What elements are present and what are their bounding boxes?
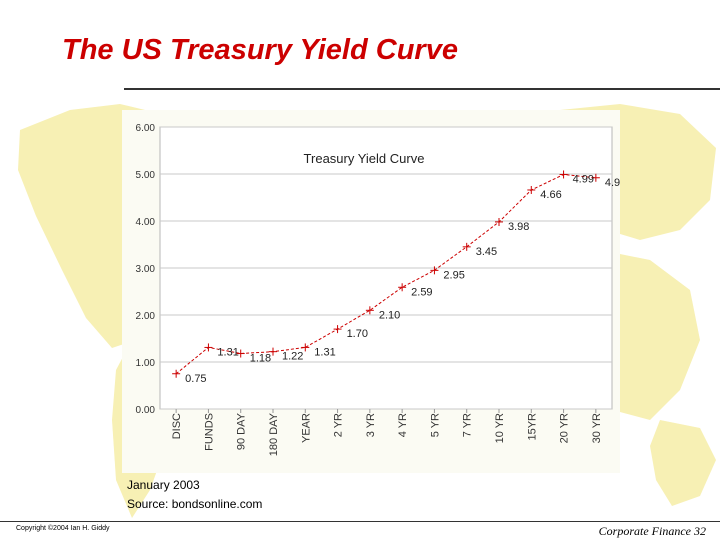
x-tick-label: DISC xyxy=(171,413,183,439)
data-point xyxy=(301,343,310,352)
data-point xyxy=(398,283,407,292)
data-label: 1.18 xyxy=(250,353,271,365)
x-tick-label: 4 YR xyxy=(397,413,409,437)
y-axis-ticks: 0.00 1.00 2.00 3.00 4.00 5.00 6.00 xyxy=(136,123,156,416)
footer-page-label: Corporate Finance 32 xyxy=(598,524,706,538)
data-point xyxy=(430,266,439,275)
y-tick-label: 0.00 xyxy=(136,405,156,416)
data-labels: 0.75 1.31 1.18 1.22 1.31 1.70 2.10 2.59 2.95 3.45… xyxy=(185,173,620,384)
x-tick-label: 30 YR xyxy=(591,413,603,443)
source-date: January 2003 xyxy=(127,478,200,492)
x-tick-label: YEAR xyxy=(300,413,312,443)
chart-title: Treasury Yield Curve xyxy=(304,151,425,166)
y-tick-label: 4.00 xyxy=(136,217,156,228)
data-point xyxy=(236,349,245,358)
data-point xyxy=(527,185,536,194)
data-label: 4.99 xyxy=(573,173,594,185)
data-label: 2.95 xyxy=(443,269,464,281)
data-point xyxy=(365,306,374,315)
y-tick-label: 1.00 xyxy=(136,358,156,369)
source-note: January 2003 Source: bondsonline.com xyxy=(127,476,262,514)
y-tick-label: 5.00 xyxy=(136,170,156,181)
yield-series-points xyxy=(172,170,600,378)
x-tick-label: FUNDS xyxy=(203,413,215,451)
data-label: 1.22 xyxy=(282,351,303,363)
x-tick-label: 3 YR xyxy=(365,413,377,437)
data-label: 2.59 xyxy=(411,286,432,298)
slide-title: The US Treasury Yield Curve xyxy=(62,34,458,66)
data-label: 1.31 xyxy=(217,346,238,358)
x-tick-label: 180 DAY xyxy=(268,412,280,456)
x-axis-ticks: DISC FUNDS 90 DAY 180 DAY YEAR 2 YR 3 YR 4 YR 5 … xyxy=(171,409,603,456)
data-point xyxy=(591,173,600,182)
x-tick-label: 2 YR xyxy=(333,413,345,437)
title-divider xyxy=(124,88,720,90)
x-tick-label: 90 DAY xyxy=(236,412,248,450)
x-tick-label: 7 YR xyxy=(462,413,474,437)
data-label: 3.45 xyxy=(476,246,497,258)
source-credit: Source: bondsonline.com xyxy=(127,497,263,511)
y-tick-label: 2.00 xyxy=(136,311,156,322)
y-tick-label: 3.00 xyxy=(136,264,156,275)
gridlines xyxy=(160,126,612,410)
x-tick-label: 10 YR xyxy=(494,413,506,443)
copyright-text: Copyright ©2004 Ian H. Giddy xyxy=(16,525,110,532)
data-label: 1.70 xyxy=(347,328,368,340)
data-point xyxy=(495,217,503,226)
data-label: 0.75 xyxy=(185,373,206,385)
yield-curve-chart: 0.00 1.00 2.00 3.00 4.00 5.00 6.00 DISC FUNDS 90… xyxy=(122,110,620,473)
x-tick-label: 20 YR xyxy=(559,413,571,443)
data-label: 2.10 xyxy=(379,309,400,321)
y-tick-label: 6.00 xyxy=(136,123,156,134)
x-tick-label: 5 YR xyxy=(429,413,441,437)
data-point xyxy=(204,343,213,352)
data-label: 4.92 xyxy=(605,177,620,189)
footer-divider xyxy=(0,521,720,522)
data-point xyxy=(269,347,277,356)
x-tick-label: 15YR xyxy=(526,413,538,441)
data-point xyxy=(559,170,568,179)
data-label: 1.31 xyxy=(314,346,335,358)
data-label: 4.66 xyxy=(540,189,561,201)
data-label: 3.98 xyxy=(508,221,529,233)
data-point xyxy=(172,369,181,378)
data-point xyxy=(333,325,342,334)
data-point xyxy=(462,242,471,251)
